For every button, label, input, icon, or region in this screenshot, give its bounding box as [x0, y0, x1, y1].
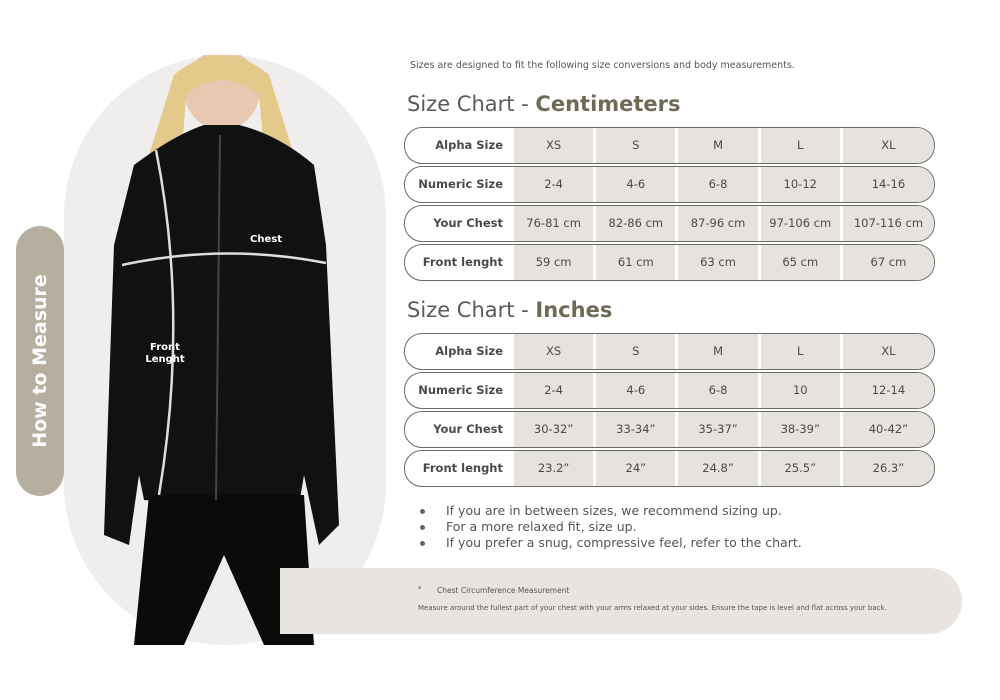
- row-label: Alpha Size: [435, 138, 503, 152]
- table-cell: 61 cm: [596, 245, 676, 280]
- table-cell: 2-4: [514, 167, 594, 202]
- table-cell: 35-37”: [678, 412, 758, 447]
- jacket: [104, 125, 339, 545]
- table-cell: 26.3”: [842, 451, 934, 486]
- table-cell: 6-8: [678, 373, 758, 408]
- table-cell: 87-96 cm: [678, 206, 758, 241]
- front-length-measure-line: [154, 149, 175, 496]
- table-cell: L: [760, 128, 840, 163]
- table-cell: 12-14: [842, 373, 934, 408]
- table-cell: S: [596, 334, 676, 369]
- table-cell: 23.2”: [514, 451, 594, 486]
- table-cell: 24”: [596, 451, 676, 486]
- table-cell: 97-106 cm: [760, 206, 840, 241]
- note-title: Chest Circumference Measurement: [437, 586, 570, 595]
- note-bullet: *: [418, 585, 422, 593]
- tip-item: If you prefer a snug, compressive feel, …: [420, 535, 802, 551]
- table-cell: 76-81 cm: [514, 206, 594, 241]
- table-cell: 2-4: [514, 373, 594, 408]
- inch-size-table: Alpha Size XS S M L XL Numeric Size 2-4 4-6 6-8 10…: [404, 333, 935, 489]
- chest-label: Chest: [250, 234, 282, 245]
- row-label: Front lenght: [422, 461, 503, 475]
- table-cell: 38-39”: [760, 412, 840, 447]
- cm-chart-title: Size Chart - Centimeters: [407, 92, 681, 116]
- front-length-label: Front Lenght: [145, 342, 185, 365]
- table-cell: M: [678, 334, 758, 369]
- row-label: Numeric Size: [418, 383, 503, 397]
- table-cell: S: [596, 128, 676, 163]
- row-label: Alpha Size: [435, 344, 503, 358]
- how-to-measure-label: How to Measure: [29, 274, 51, 448]
- table-row: Numeric Size 2-4 4-6 6-8 10-12 14-16: [404, 166, 935, 203]
- table-row: Numeric Size 2-4 4-6 6-8 10 12-14: [404, 372, 935, 409]
- table-cell: 24.8”: [678, 451, 758, 486]
- table-cell: 4-6: [596, 373, 676, 408]
- table-cell: 82-86 cm: [596, 206, 676, 241]
- title-prefix: Size Chart -: [407, 298, 536, 322]
- table-cell: 10-12: [760, 167, 840, 202]
- table-cell: 107-116 cm: [842, 206, 934, 241]
- measurement-note-band: [280, 568, 962, 634]
- hair: [149, 55, 294, 155]
- table-cell: 10: [760, 373, 840, 408]
- row-label: Front lenght: [422, 255, 503, 269]
- table-row: Your Chest 76-81 cm 82-86 cm 87-96 cm 97-106…: [404, 205, 935, 242]
- row-label: Your Chest: [433, 422, 503, 436]
- tip-item: For a more relaxed fit, size up.: [420, 519, 802, 535]
- table-cell: 6-8: [678, 167, 758, 202]
- title-prefix: Size Chart -: [407, 92, 536, 116]
- table-cell: 14-16: [842, 167, 934, 202]
- table-row: Alpha Size XS S M L XL: [404, 127, 935, 164]
- how-to-measure-pill: How to Measure: [16, 226, 64, 496]
- chest-measure-line: [121, 252, 327, 267]
- table-cell: 30-32”: [514, 412, 594, 447]
- table-cell: M: [678, 128, 758, 163]
- row-label: Your Chest: [433, 216, 503, 230]
- table-row: Front lenght 23.2” 24” 24.8” 25.5” 26.3”: [404, 450, 935, 487]
- table-cell: 67 cm: [842, 245, 934, 280]
- table-cell: XS: [514, 128, 594, 163]
- table-cell: 59 cm: [514, 245, 594, 280]
- leggings: [134, 495, 314, 645]
- tip-item: If you are in between sizes, we recommen…: [420, 503, 802, 519]
- table-row: Your Chest 30-32” 33-34” 35-37” 38-39” 40-42”: [404, 411, 935, 448]
- zipper: [215, 134, 221, 501]
- table-cell: L: [760, 334, 840, 369]
- table-row: Front lenght 59 cm 61 cm 63 cm 65 cm 67 cm: [404, 244, 935, 281]
- title-unit: Centimeters: [535, 92, 681, 116]
- table-cell: XL: [842, 128, 934, 163]
- table-cell: XL: [842, 334, 934, 369]
- row-label: Numeric Size: [418, 177, 503, 191]
- cm-size-table: Alpha Size XS S M L XL Numeric Size 2-4 4-6 6-8 10…: [404, 127, 935, 283]
- table-cell: XS: [514, 334, 594, 369]
- note-body: Measure around the fullest part of your …: [418, 604, 887, 612]
- table-cell: 63 cm: [678, 245, 758, 280]
- intro-text: Sizes are designed to fit the following …: [410, 60, 795, 71]
- table-cell: 65 cm: [760, 245, 840, 280]
- table-cell: 4-6: [596, 167, 676, 202]
- inch-chart-title: Size Chart - Inches: [407, 298, 612, 322]
- table-row: Alpha Size XS S M L XL: [404, 333, 935, 370]
- model-photo: [104, 55, 339, 645]
- title-unit: Inches: [535, 298, 613, 322]
- table-cell: 25.5”: [760, 451, 840, 486]
- fit-tips: If you are in between sizes, we recommen…: [420, 503, 802, 551]
- table-cell: 40-42”: [842, 412, 934, 447]
- table-cell: 33-34”: [596, 412, 676, 447]
